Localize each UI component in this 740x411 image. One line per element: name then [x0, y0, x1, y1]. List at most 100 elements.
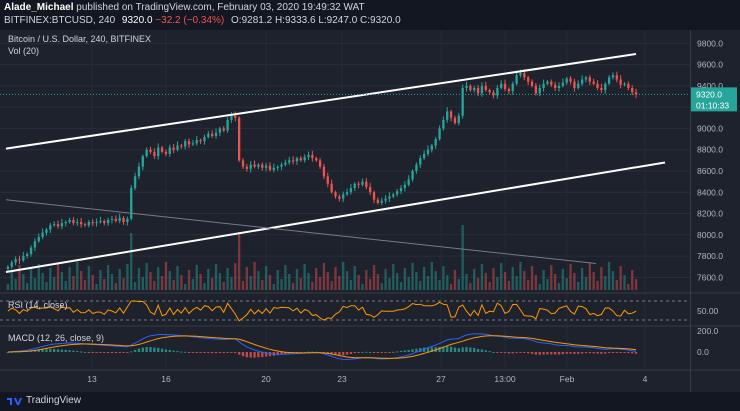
volume-bar	[446, 275, 449, 290]
price-tick-label: 8400.0	[697, 187, 723, 197]
volume-bar	[392, 264, 395, 290]
candle-body	[392, 194, 395, 197]
price-tick-label: 7600.0	[697, 272, 723, 282]
candle-body	[345, 192, 349, 195]
macd-histogram-bar	[257, 352, 260, 358]
macd-histogram-bar	[546, 352, 549, 355]
volume-bar	[249, 276, 252, 290]
macd-histogram-bar	[577, 352, 580, 354]
macd-histogram-bar	[172, 350, 175, 352]
candle-body	[118, 217, 121, 221]
candle-body	[130, 188, 133, 219]
macd-histogram-bar	[330, 352, 333, 355]
macd-tick-label: 200.0	[697, 326, 719, 336]
candle-body	[634, 92, 638, 95]
signal-line	[7, 335, 637, 359]
candle-body	[496, 88, 499, 96]
volume-bar	[480, 264, 484, 290]
volume-bar	[191, 279, 195, 290]
macd-histogram-bar	[237, 352, 241, 355]
macd-histogram-bar	[615, 352, 618, 353]
candle-body	[26, 253, 29, 257]
macd-histogram-bar	[87, 352, 91, 353]
candle-body	[284, 162, 287, 165]
candle-body	[338, 196, 341, 199]
volume-bar	[530, 266, 534, 290]
time-tick-label: 20	[261, 374, 271, 384]
volume-bar	[106, 265, 110, 290]
macd-histogram-bar	[334, 352, 337, 355]
price-tick-label: 8000.0	[697, 230, 723, 240]
macd-histogram-bar	[126, 352, 129, 353]
volume-bar	[515, 276, 518, 290]
volume-bar	[64, 281, 67, 290]
macd-histogram-bar	[68, 350, 71, 352]
macd-histogram-bar	[392, 351, 395, 353]
macd-histogram-bar	[503, 352, 507, 353]
macd-histogram-bar	[145, 346, 148, 352]
volume-bar	[407, 277, 410, 290]
volume-bar	[318, 277, 322, 290]
macd-histogram-bar	[353, 352, 356, 354]
chart-header: Alade_Michael published on TradingView.c…	[0, 0, 740, 30]
price-tick-label: 9000.0	[697, 123, 723, 133]
volume-bar	[60, 272, 64, 290]
candle-body	[288, 160, 291, 163]
volume-bar	[365, 270, 368, 290]
macd-histogram-bar	[64, 349, 67, 352]
candle-body	[503, 83, 507, 90]
author-name[interactable]: Alade_Michael	[4, 2, 74, 13]
volume-bar	[41, 273, 44, 290]
macd-histogram-bar	[465, 347, 468, 352]
macd-histogram-bar	[457, 348, 460, 352]
macd-histogram-bar	[191, 352, 195, 353]
candle-body	[6, 266, 10, 269]
volume-bar	[291, 283, 295, 290]
volume-bar	[303, 264, 306, 290]
macd-histogram-bar	[611, 352, 615, 353]
candle-body	[76, 222, 79, 224]
candle-body	[164, 151, 168, 154]
macd-histogram-bar	[280, 352, 283, 355]
macd-histogram-bar	[634, 352, 638, 354]
brand-name: TradingView	[26, 395, 82, 406]
candle-body	[253, 164, 256, 167]
volume-bar	[430, 262, 433, 290]
volume-bar	[395, 273, 399, 290]
candle-body	[588, 77, 591, 82]
candle-body	[79, 222, 83, 225]
volume-bar	[315, 268, 318, 290]
macd-histogram-bar	[6, 352, 10, 353]
volume-bar	[322, 263, 326, 290]
macd-histogram-bar	[249, 352, 252, 358]
candle-body	[110, 218, 114, 220]
volume-bar	[438, 280, 441, 290]
macd-histogram-bar	[326, 352, 329, 354]
macd-histogram-bar	[407, 349, 410, 352]
candle-body	[592, 81, 595, 84]
macd-histogram-bar	[130, 351, 133, 353]
volume-bar	[449, 284, 453, 290]
current-price-label: 9320.0	[696, 89, 722, 99]
volume-bar	[330, 281, 333, 290]
volume-bar	[172, 280, 175, 290]
candle-body	[611, 75, 615, 78]
macd-histogram-bar	[33, 350, 37, 352]
macd-histogram-bar	[211, 352, 214, 354]
volume-bar	[623, 275, 626, 290]
volume-bar	[180, 275, 183, 290]
price-tick-label: 9600.0	[697, 60, 723, 70]
candle-body	[442, 119, 445, 129]
candle-body	[91, 222, 94, 224]
candle-body	[114, 218, 117, 221]
tradingview-brand[interactable]: TradingView	[6, 395, 81, 406]
macd-histogram-bar	[276, 352, 279, 356]
price-tick-label: 8200.0	[697, 209, 723, 219]
volume-bar	[361, 284, 364, 290]
candle-body	[580, 79, 584, 84]
candle-body	[388, 196, 391, 199]
volume-bar	[37, 264, 40, 290]
candle-body	[395, 191, 399, 195]
volume-bar	[118, 269, 121, 290]
